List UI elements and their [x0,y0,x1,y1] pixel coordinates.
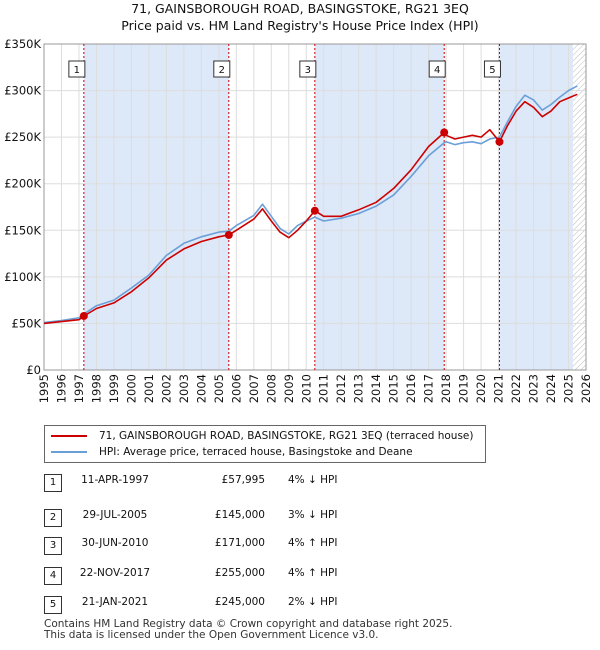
row-date: 30-JUN-2010 [81,537,149,549]
row-hpi: 4% ↓ HPI [288,474,338,486]
x-tick-label: 2019 [457,374,471,403]
row-badge: 1 [44,474,62,492]
series-line-hpi [43,85,578,324]
x-tick-label: 2016 [404,374,418,403]
x-tick-label: 2007 [247,374,261,403]
sale-badge-label: 3 [305,65,311,76]
row-price: £57,995 [221,474,265,486]
x-tick-label: 2026 [579,374,593,403]
row-price: £171,000 [214,537,265,549]
price-chart: £0 £50K £100K £150K £200K £250K £300K £350K 1995… [4,37,593,403]
row-date: 21-JAN-2021 [81,596,149,608]
x-tick-label: 2010 [299,374,313,403]
x-tick-label: 2015 [387,374,401,403]
shaded-span [499,44,573,370]
y-tick-label: £200K [4,177,41,191]
y-tick-label: £100K [4,270,41,284]
x-tick-label: 2020 [474,374,488,403]
y-tick-label: £0 [26,363,41,377]
x-tick-label: 2006 [229,374,243,403]
row-hpi: 4% ↑ HPI [288,567,338,579]
x-tick-label: 2023 [527,374,541,403]
x-tick-label: 2005 [212,374,226,403]
shaded-span [314,44,445,370]
x-tick-label: 1995 [37,374,51,403]
chart-title: 71, GAINSBOROUGH ROAD, BASINGSTOKE, RG21… [131,1,469,16]
x-tick-label: 2018 [439,374,453,403]
forecast-hatch [572,44,586,370]
row-badge: 2 [44,509,62,527]
legend-item-property: 71, GAINSBOROUGH ROAD, BASINGSTOKE, RG21… [51,429,473,443]
x-tick-label: 2008 [264,374,278,403]
row-price: £145,000 [214,509,265,521]
row-date: 29-JUL-2005 [82,509,148,521]
row-badge: 3 [44,537,62,555]
sale-point [440,128,449,137]
x-tick-label: 1997 [72,374,86,403]
row-price: £255,000 [214,567,265,579]
sale-point [79,311,88,320]
sale-badge-box [68,60,86,78]
sale-point [495,137,504,146]
x-tick-label: 2021 [492,374,506,403]
legend-swatch-property [51,435,87,437]
y-tick-label: £50K [12,316,42,330]
x-tick-label: 2011 [317,374,331,403]
legend-item-hpi: HPI: Average price, terraced house, Basi… [51,445,413,459]
x-tick-label: 2009 [282,374,296,403]
x-tick-label: 2000 [124,374,138,403]
footer-copyright: Contains HM Land Registry data © Crown c… [44,618,453,630]
sale-badge-label: 5 [489,65,495,76]
x-tick-label: 2024 [544,374,558,403]
y-tick-label: £150K [4,223,41,237]
x-tick-label: 2022 [509,374,523,403]
x-tick-label: 2025 [562,374,576,403]
row-hpi: 3% ↓ HPI [288,509,338,521]
x-tick-label: 1996 [54,374,68,403]
sale-badge-label: 1 [74,65,80,76]
series-line-property [43,93,578,325]
table-row: 5 21-JAN-2021 £245,000 2% ↓ HPI [0,596,600,616]
footer-licence: This data is licensed under the Open Gov… [44,629,379,641]
sale-point [224,230,233,239]
chart-subtitle: Price paid vs. HM Land Registry's House … [121,18,479,33]
x-tick-label: 1998 [89,374,103,403]
row-badge: 4 [44,567,62,585]
x-tick-label: 2013 [352,374,366,403]
sale-point [310,206,319,215]
x-tick-label: 2004 [194,374,208,403]
sale-badge-box [483,60,501,78]
shaded-span [83,44,229,370]
legend-swatch-hpi [51,451,87,453]
x-tick-label: 2002 [159,374,173,403]
x-tick-label: 2001 [142,374,156,403]
legend-label-property: 71, GAINSBOROUGH ROAD, BASINGSTOKE, RG21… [99,430,474,442]
table-row: 3 30-JUN-2010 £171,000 4% ↑ HPI [0,537,600,557]
sale-badge-box [213,60,231,78]
sale-badge-box [299,60,317,78]
row-date: 11-APR-1997 [81,474,149,486]
x-tick-label: 2012 [334,374,348,403]
chart-legend: 71, GAINSBOROUGH ROAD, BASINGSTOKE, RG21… [44,425,486,463]
table-row: 1 11-APR-1997 £57,995 4% ↓ HPI [0,474,600,494]
sale-badge-label: 2 [219,65,225,76]
row-date: 22-NOV-2017 [79,567,151,579]
row-badge: 5 [44,596,62,614]
sale-badge-box [428,60,446,78]
legend-label-hpi: HPI: Average price, terraced house, Basi… [99,446,413,458]
x-tick-label: 1999 [107,374,121,403]
footer-note: Contains HM Land Registry data © Crown c… [44,619,452,641]
row-hpi: 4% ↑ HPI [288,537,338,549]
table-row: 2 29-JUL-2005 £145,000 3% ↓ HPI [0,509,600,529]
x-tick-label: 2003 [177,374,191,403]
row-hpi: 2% ↓ HPI [288,596,338,608]
sale-badge-label: 4 [434,65,440,76]
row-price: £245,000 [214,596,265,608]
table-row: 4 22-NOV-2017 £255,000 4% ↑ HPI [0,567,600,587]
y-tick-label: £350K [4,37,41,51]
x-tick-label: 2014 [369,374,383,403]
x-tick-label: 2017 [422,374,436,403]
y-tick-label: £250K [4,130,41,144]
y-tick-label: £300K [4,84,41,98]
